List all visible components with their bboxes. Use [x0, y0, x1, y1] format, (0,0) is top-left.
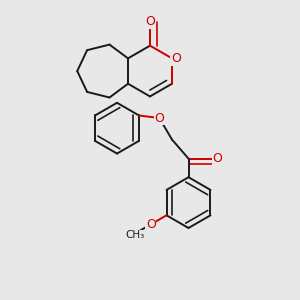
Text: O: O — [154, 112, 164, 124]
Text: O: O — [213, 152, 223, 165]
Text: CH₃: CH₃ — [125, 230, 145, 240]
Text: O: O — [171, 52, 181, 65]
Text: O: O — [145, 15, 155, 28]
Text: O: O — [146, 218, 156, 231]
